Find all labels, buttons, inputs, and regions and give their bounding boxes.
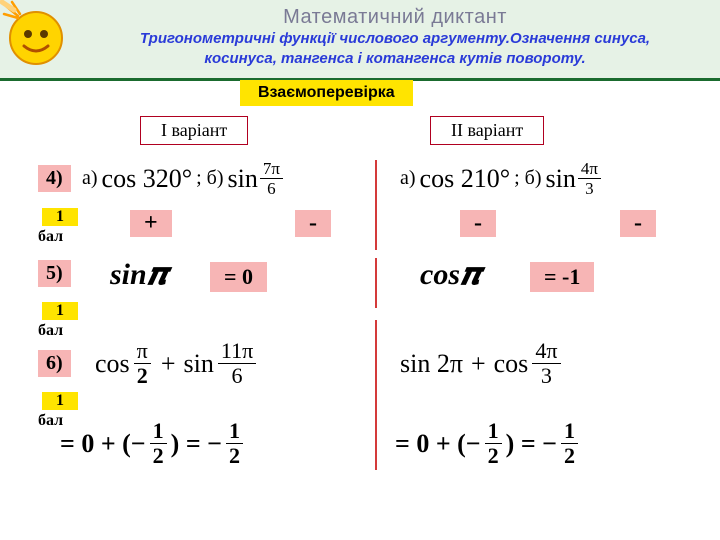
column-divider-2 (375, 258, 377, 308)
frac-1-2-a: 1 2 (150, 420, 167, 467)
label-b: ; б) (196, 167, 223, 190)
header: Математичний диктант Тригонометричні фун… (0, 0, 720, 81)
q4-sign-lb: - (295, 210, 331, 237)
frac-1-2-b: 1 2 (226, 420, 243, 467)
q4-score-label: бал (38, 228, 63, 246)
fn-sin-r: sin (546, 164, 576, 194)
expr-cos320: cos 320° (102, 164, 193, 194)
label-b-r: ; б) (514, 167, 541, 190)
q5-score: 1 (42, 302, 78, 320)
smiley-icon (0, 0, 70, 70)
variant-1-label: I варіант (140, 116, 248, 145)
q6-right-result: = 0 + (− 1 2 ) = − 1 2 (395, 420, 580, 467)
frac-7pi-6: 7π 6 (260, 160, 283, 197)
q4-right-expr: а) cos 210° ; б) sin 4π 3 (400, 160, 603, 197)
q5-left-result: = 0 (210, 262, 267, 292)
q5-left-expr: sin𝝅 (110, 258, 166, 292)
frac-1-2-c: 1 2 (485, 420, 502, 467)
q4-score: 1 (42, 208, 78, 226)
q5-right-result: = -1 (530, 262, 594, 292)
frac-1-2-d: 1 2 (561, 420, 578, 467)
frac-pi-2: π 2 (134, 340, 151, 387)
plus-r: + (471, 349, 486, 379)
q5-right-expr: cos𝝅 (420, 258, 480, 292)
q6-left-expr: cos π 2 + sin 11π 6 (95, 340, 258, 387)
expr-cos210: cos 210° (420, 164, 511, 194)
header-title: Математичний диктант (80, 6, 710, 29)
q6-score: 1 (42, 392, 78, 410)
q5-score-label: бал (38, 322, 63, 340)
column-divider-3 (375, 320, 377, 470)
peer-check-tag: Взаємоперевірка (240, 80, 413, 106)
eq-l-p2: ) = − (171, 429, 222, 459)
q6-right-expr: sin 2π + cos 4π 3 (400, 340, 563, 387)
q4-sign-ra: - (460, 210, 496, 237)
plus-l: + (161, 349, 176, 379)
eq-r-p2: ) = − (506, 429, 557, 459)
eq-l-p1: = 0 + (− (60, 429, 146, 459)
header-subtitle-1: Тригонометричні функції числового аргуме… (80, 29, 710, 49)
q6-number: 6) (38, 350, 71, 377)
eq-r-p1: = 0 + (− (395, 429, 481, 459)
q4-left-expr: а) cos 320° ; б) sin 7π 6 (82, 160, 285, 197)
q5-number: 5) (38, 260, 71, 287)
column-divider-1 (375, 160, 377, 250)
frac-4pi-3: 4π 3 (578, 160, 601, 197)
sin2pi: sin 2π (400, 349, 463, 379)
label-a: а) (82, 167, 98, 190)
header-subtitle-2: косинуса, тангенса і котангенса кутів по… (80, 49, 710, 69)
q6-left-result: = 0 + (− 1 2 ) = − 1 2 (60, 420, 245, 467)
fn-sin: sin (228, 164, 258, 194)
frac-4pi-3-r: 4π 3 (532, 340, 560, 387)
variant-2-label: II варіант (430, 116, 544, 145)
fn-cos: cos (95, 349, 130, 379)
fn-sin: sin (184, 349, 214, 379)
frac-11pi-6: 11π 6 (218, 340, 256, 387)
label-a-r: а) (400, 167, 416, 190)
q4-sign-la: + (130, 210, 172, 237)
q4-number: 4) (38, 165, 71, 192)
fn-cos-r: cos (494, 349, 529, 379)
q4-sign-rb: - (620, 210, 656, 237)
